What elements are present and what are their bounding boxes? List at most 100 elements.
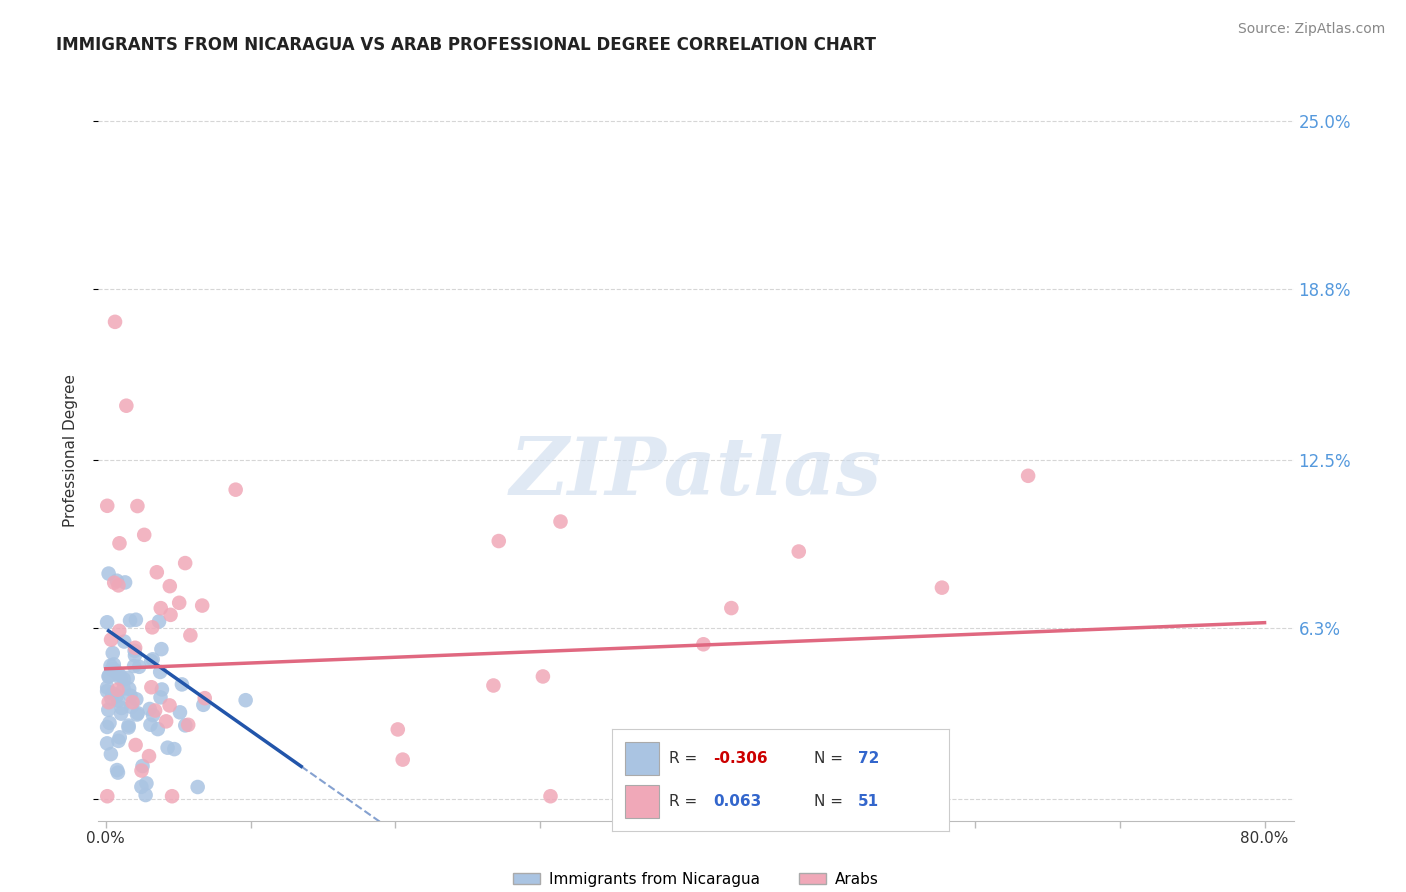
Point [156, 740, 179, 755]
Point [141, 680, 163, 694]
Point [141, 620, 163, 634]
Text: Source: ZipAtlas.com: Source: ZipAtlas.com [1237, 22, 1385, 37]
Point [101, 646, 124, 660]
Point [150, 682, 173, 697]
Point [110, 706, 132, 721]
Point [159, 698, 181, 713]
Point [174, 718, 197, 732]
Point [159, 607, 181, 622]
Text: 0.063: 0.063 [713, 794, 761, 809]
Point [540, 789, 562, 804]
Point [139, 717, 162, 731]
Point [170, 677, 193, 691]
Point [100, 658, 122, 673]
Point [149, 665, 172, 679]
Point [169, 706, 191, 720]
Point [225, 483, 247, 497]
Point [108, 667, 131, 681]
Point [96, 789, 118, 804]
FancyBboxPatch shape [626, 742, 659, 775]
Point [194, 691, 217, 706]
Point [105, 574, 128, 588]
Point [160, 789, 183, 804]
Text: -0.306: -0.306 [713, 751, 768, 766]
Point [101, 686, 124, 700]
Point [550, 515, 572, 529]
Point [124, 644, 146, 658]
Text: 72: 72 [858, 751, 879, 766]
Point [125, 692, 148, 706]
Point [117, 721, 139, 735]
Text: ZIPatlas: ZIPatlas [510, 434, 882, 511]
Point [105, 763, 128, 777]
Point [141, 654, 163, 668]
Point [114, 575, 136, 590]
Point [148, 615, 170, 629]
Point [131, 759, 153, 773]
Point [612, 760, 634, 774]
Point [108, 731, 131, 745]
Point [112, 681, 135, 696]
Point [167, 596, 190, 610]
Point [124, 738, 146, 752]
Point [174, 556, 197, 570]
Point [135, 776, 157, 790]
Point [103, 657, 125, 672]
Point [131, 764, 153, 778]
Point [121, 695, 143, 709]
Text: R =: R = [669, 794, 702, 809]
Point [112, 672, 135, 686]
Point [107, 682, 129, 697]
Point [127, 499, 149, 513]
Point [387, 723, 409, 737]
Point [143, 704, 166, 718]
Point [177, 718, 200, 732]
Point [787, 544, 810, 558]
Point [122, 659, 145, 673]
Point [107, 694, 129, 708]
Point [191, 599, 214, 613]
Point [97, 670, 120, 684]
Text: 51: 51 [858, 794, 879, 809]
Point [803, 789, 825, 804]
Point [107, 578, 129, 592]
Point [96, 736, 118, 750]
Point [159, 579, 181, 593]
Point [110, 701, 132, 715]
Point [97, 669, 120, 683]
Point [108, 624, 131, 638]
Point [104, 663, 127, 677]
Point [1017, 468, 1039, 483]
Point [720, 601, 742, 615]
Point [131, 780, 153, 794]
Point [107, 734, 129, 748]
Point [98, 715, 121, 730]
Point [179, 628, 201, 642]
Point [127, 706, 149, 721]
Point [96, 720, 118, 734]
FancyBboxPatch shape [626, 785, 659, 818]
Point [135, 788, 157, 802]
Point [96, 499, 118, 513]
Point [149, 601, 172, 615]
Text: N =: N = [814, 794, 848, 809]
Point [120, 699, 142, 714]
Text: N =: N = [814, 751, 848, 766]
Point [931, 581, 953, 595]
Text: IMMIGRANTS FROM NICARAGUA VS ARAB PROFESSIONAL DEGREE CORRELATION CHART: IMMIGRANTS FROM NICARAGUA VS ARAB PROFES… [56, 36, 876, 54]
Point [105, 665, 128, 680]
Point [146, 722, 169, 736]
Point [149, 690, 172, 705]
Point [118, 681, 141, 696]
Text: 80.0%: 80.0% [1240, 831, 1289, 847]
Point [692, 637, 714, 651]
Point [100, 632, 122, 647]
Point [96, 615, 118, 630]
Point [124, 648, 146, 663]
Point [104, 315, 127, 329]
Point [103, 575, 125, 590]
Point [96, 684, 118, 698]
Point [97, 566, 120, 581]
Point [97, 695, 120, 709]
Point [531, 669, 554, 683]
